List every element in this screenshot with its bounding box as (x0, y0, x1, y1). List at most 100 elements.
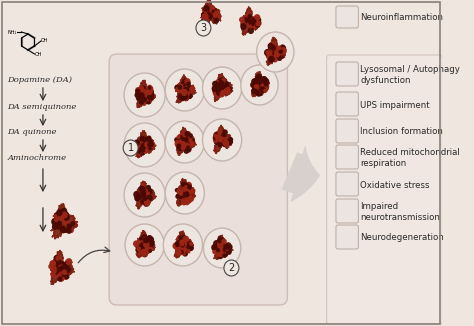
Circle shape (249, 20, 253, 24)
Circle shape (219, 142, 222, 146)
Circle shape (137, 248, 142, 253)
Circle shape (225, 244, 228, 247)
Polygon shape (214, 235, 233, 260)
Circle shape (188, 196, 193, 201)
Circle shape (177, 144, 181, 149)
Circle shape (181, 96, 184, 100)
Circle shape (181, 188, 186, 194)
Circle shape (180, 199, 183, 203)
Circle shape (261, 84, 264, 88)
Circle shape (181, 142, 186, 147)
Circle shape (182, 94, 184, 97)
Circle shape (149, 239, 152, 242)
Circle shape (148, 248, 151, 251)
Circle shape (184, 96, 188, 101)
Circle shape (222, 133, 225, 136)
Circle shape (263, 79, 269, 84)
Circle shape (182, 91, 187, 96)
Circle shape (182, 236, 186, 241)
Circle shape (202, 14, 208, 20)
Circle shape (218, 244, 223, 249)
Circle shape (59, 262, 64, 268)
Circle shape (269, 44, 274, 49)
Circle shape (165, 69, 204, 111)
Circle shape (187, 91, 190, 94)
Circle shape (178, 245, 183, 250)
Circle shape (56, 224, 61, 229)
Circle shape (246, 14, 249, 17)
Circle shape (221, 248, 223, 251)
Text: Impaired
neurotransmission: Impaired neurotransmission (360, 202, 440, 222)
Circle shape (55, 215, 58, 218)
Circle shape (182, 183, 184, 186)
Circle shape (221, 238, 224, 241)
Circle shape (49, 265, 53, 269)
Circle shape (176, 85, 179, 88)
Circle shape (215, 83, 221, 89)
Circle shape (66, 216, 69, 219)
Circle shape (139, 87, 141, 90)
Circle shape (135, 142, 137, 144)
Circle shape (186, 96, 189, 98)
Circle shape (145, 142, 149, 147)
Circle shape (135, 94, 138, 97)
Circle shape (255, 88, 260, 93)
Circle shape (267, 51, 273, 57)
Circle shape (187, 198, 190, 201)
Circle shape (145, 91, 147, 93)
Circle shape (246, 14, 251, 19)
Circle shape (146, 149, 148, 151)
Circle shape (183, 239, 187, 243)
Circle shape (64, 212, 68, 217)
Circle shape (256, 32, 294, 72)
Circle shape (71, 222, 74, 226)
Circle shape (183, 79, 187, 83)
Circle shape (146, 97, 151, 102)
Circle shape (148, 91, 154, 96)
Circle shape (181, 243, 184, 247)
Circle shape (256, 75, 262, 81)
Circle shape (184, 91, 188, 95)
Circle shape (217, 87, 219, 90)
Polygon shape (174, 231, 194, 258)
Text: NH₂: NH₂ (8, 29, 17, 35)
Circle shape (138, 137, 142, 141)
Circle shape (260, 87, 265, 93)
Circle shape (176, 144, 178, 147)
Circle shape (222, 135, 226, 139)
Circle shape (187, 94, 191, 98)
Circle shape (218, 143, 221, 147)
Circle shape (180, 91, 184, 96)
Circle shape (180, 192, 182, 195)
Circle shape (66, 259, 72, 265)
Circle shape (176, 249, 179, 253)
Polygon shape (266, 37, 286, 66)
Circle shape (218, 138, 221, 141)
Circle shape (135, 140, 139, 145)
Circle shape (222, 252, 225, 255)
Circle shape (255, 82, 260, 87)
Circle shape (227, 87, 230, 91)
Circle shape (140, 243, 145, 248)
Circle shape (266, 51, 270, 54)
Circle shape (141, 187, 145, 191)
Circle shape (223, 254, 226, 257)
Circle shape (217, 90, 222, 95)
Circle shape (182, 198, 185, 200)
Circle shape (180, 143, 182, 146)
Circle shape (216, 135, 220, 139)
Circle shape (143, 198, 148, 204)
Circle shape (222, 79, 226, 83)
Circle shape (58, 273, 61, 276)
Circle shape (278, 46, 281, 50)
Circle shape (177, 87, 180, 90)
Circle shape (222, 239, 226, 244)
Polygon shape (175, 75, 196, 103)
Circle shape (141, 145, 145, 150)
Polygon shape (137, 80, 156, 108)
Circle shape (176, 244, 179, 246)
Circle shape (190, 142, 194, 146)
Circle shape (140, 249, 144, 253)
Circle shape (181, 145, 185, 149)
Circle shape (213, 14, 217, 19)
